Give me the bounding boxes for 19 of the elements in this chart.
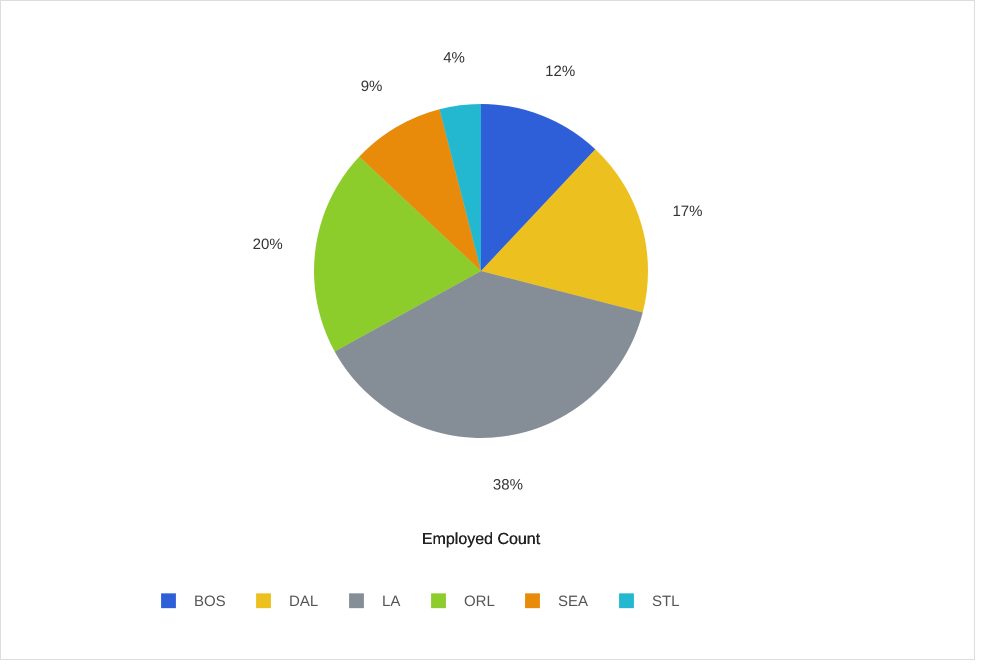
legend-label: BOS	[194, 592, 226, 610]
data-label: 9%	[360, 78, 382, 95]
pie-slice	[439, 104, 481, 271]
pie-slice	[314, 156, 481, 352]
pie-slice	[334, 271, 643, 438]
legend-label: STL	[652, 592, 680, 610]
data-label: 20%	[252, 236, 283, 254]
data-label: 38%	[492, 476, 523, 494]
legend-label: ORL	[464, 592, 495, 610]
pie-slice	[359, 109, 481, 271]
legend-label: DAL	[289, 592, 318, 610]
text: Employed Count	[422, 531, 541, 548]
pie-slice	[481, 104, 596, 271]
data-label: 12%	[545, 63, 576, 80]
data-label: 4%	[443, 50, 465, 67]
data-label: 17%	[672, 203, 702, 220]
pie-slice	[481, 149, 648, 313]
legend-label: LA	[382, 592, 400, 610]
legend-label: SEA	[558, 592, 588, 610]
